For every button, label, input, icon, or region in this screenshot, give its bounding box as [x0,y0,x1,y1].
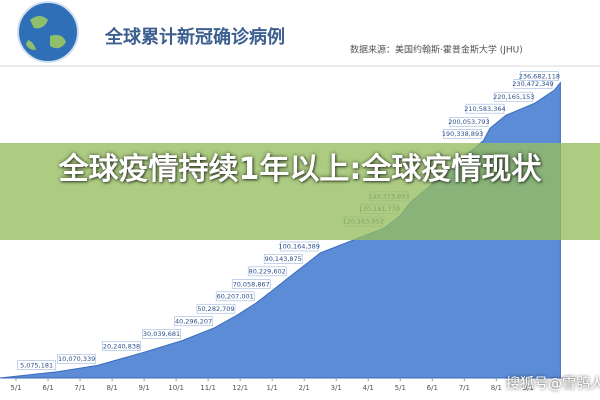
data-label-box [465,103,505,114]
data-label-box [231,279,271,289]
globe-icon [17,1,79,63]
data-label-box [17,360,56,370]
chart-subtitle: 数据来源：美国约翰斯·霍普金斯大学 (JHU) [350,44,523,56]
area [0,81,561,379]
x-tick-label: 12/1 [232,384,248,392]
data-label-box [449,117,489,127]
data-label-box [520,71,559,81]
x-tick-label: 11/1 [200,384,216,392]
data-label-box [494,91,534,102]
data-label-box [247,266,287,277]
data-label: 5,075,181 [20,361,53,369]
x-tick-label: 4/1 [363,384,374,392]
data-label: 60,207,001 [217,293,254,301]
data-label: 20,240,838 [103,342,140,350]
data-label: 190,338,893 [442,130,483,138]
data-label: 220,165,153 [493,93,534,101]
data-label: 210,583,364 [464,105,505,113]
data-label: 80,229,602 [249,268,286,276]
x-tick-label: 6/1 [427,384,438,392]
x-tick-label: 8/1 [106,384,117,392]
data-label: 50,282,709 [197,305,234,313]
data-label: 40,296,207 [175,317,212,325]
overlay-title: 全球疫情持续1年以上:全球疫情现状 [58,152,542,187]
data-label-box [174,316,213,327]
data-label: 100,164,389 [279,243,320,251]
chart-title: 全球累计新冠确诊病例 [104,26,285,48]
data-label: 236,682,118 [519,72,560,80]
data-label: 90,143,875 [265,255,302,263]
x-tick-label: 1/1 [267,384,278,392]
x-tick-label: 7/1 [459,384,470,392]
overlay-banner [0,143,600,240]
data-label-box [263,254,303,264]
x-tick-label: 2/1 [299,384,310,392]
data-label-box [279,241,319,252]
data-label-box [215,291,255,302]
data-label: 70,058,867 [233,280,270,288]
data-label: 10,070,339 [58,355,95,363]
x-tick-label: 3/1 [331,384,342,392]
x-tick-label: 7/1 [74,384,85,392]
watermark: 搜狐号@雪鸮人 [506,376,600,392]
data-label-box [443,129,482,139]
x-tick-label: 9/1 [523,384,534,392]
data-label-box [142,329,181,339]
data-label-box [57,354,96,364]
data-label: 230,472,349 [512,80,553,88]
data-label-box [102,341,141,352]
x-tick-label: 8/1 [491,384,502,392]
x-tick-label: 5/1 [10,384,21,392]
x-tick-label: 10/1 [168,384,184,392]
x-tick-label: 6/1 [42,384,53,392]
data-label: 30,039,681 [143,330,180,338]
x-tick-label: 5/1 [395,384,406,392]
data-label-box [196,303,236,314]
x-tick-label: 9/1 [138,384,149,392]
data-label: 200,053,793 [448,118,489,126]
